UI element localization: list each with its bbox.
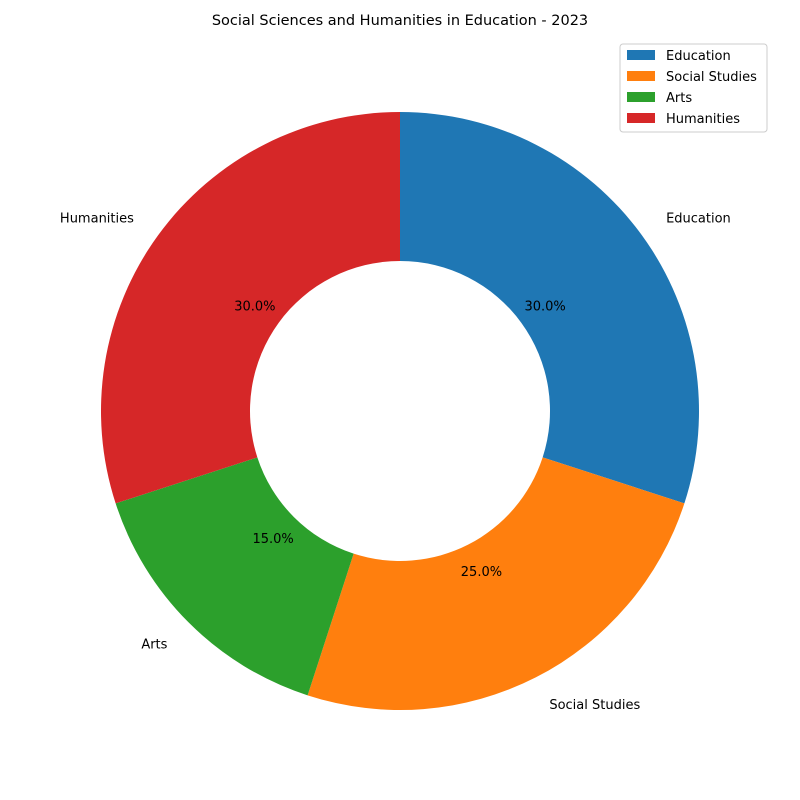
legend-label-social-studies: Social Studies (666, 70, 757, 85)
slice-social-studies (307, 457, 685, 710)
category-label-education: Education (666, 212, 731, 227)
slices-group (100, 112, 699, 710)
legend-swatch-arts (627, 92, 655, 102)
legend-label-education: Education (666, 49, 731, 64)
labels-group: Education 30.0% Social Studies 25.0% Arts 15.… (60, 212, 731, 713)
legend-frame (619, 43, 768, 133)
legend-label-arts: Arts (666, 91, 692, 106)
percent-label-arts: 15.0% (252, 532, 293, 547)
legend-swatch-humanities (627, 113, 655, 123)
category-label-social-studies: Social Studies (549, 698, 640, 713)
percent-label-education: 30.0% (524, 300, 565, 315)
legend-label-humanities: Humanities (666, 112, 740, 127)
legend: Education Social Studies Arts Humanities (619, 43, 768, 133)
slice-arts (115, 457, 354, 696)
category-label-humanities: Humanities (60, 212, 134, 227)
legend-swatch-social-studies (627, 71, 655, 81)
percent-label-social-studies: 25.0% (461, 565, 502, 580)
legend-swatch-education (627, 50, 655, 60)
legend-entries: Education Social Studies Arts Humanities (627, 49, 757, 127)
slice-humanities (100, 112, 401, 504)
percent-label-humanities: 30.0% (234, 300, 275, 315)
category-label-arts: Arts (141, 638, 167, 653)
slice-education (400, 112, 699, 504)
chart-title: Social Sciences and Humanities in Educat… (212, 13, 588, 29)
